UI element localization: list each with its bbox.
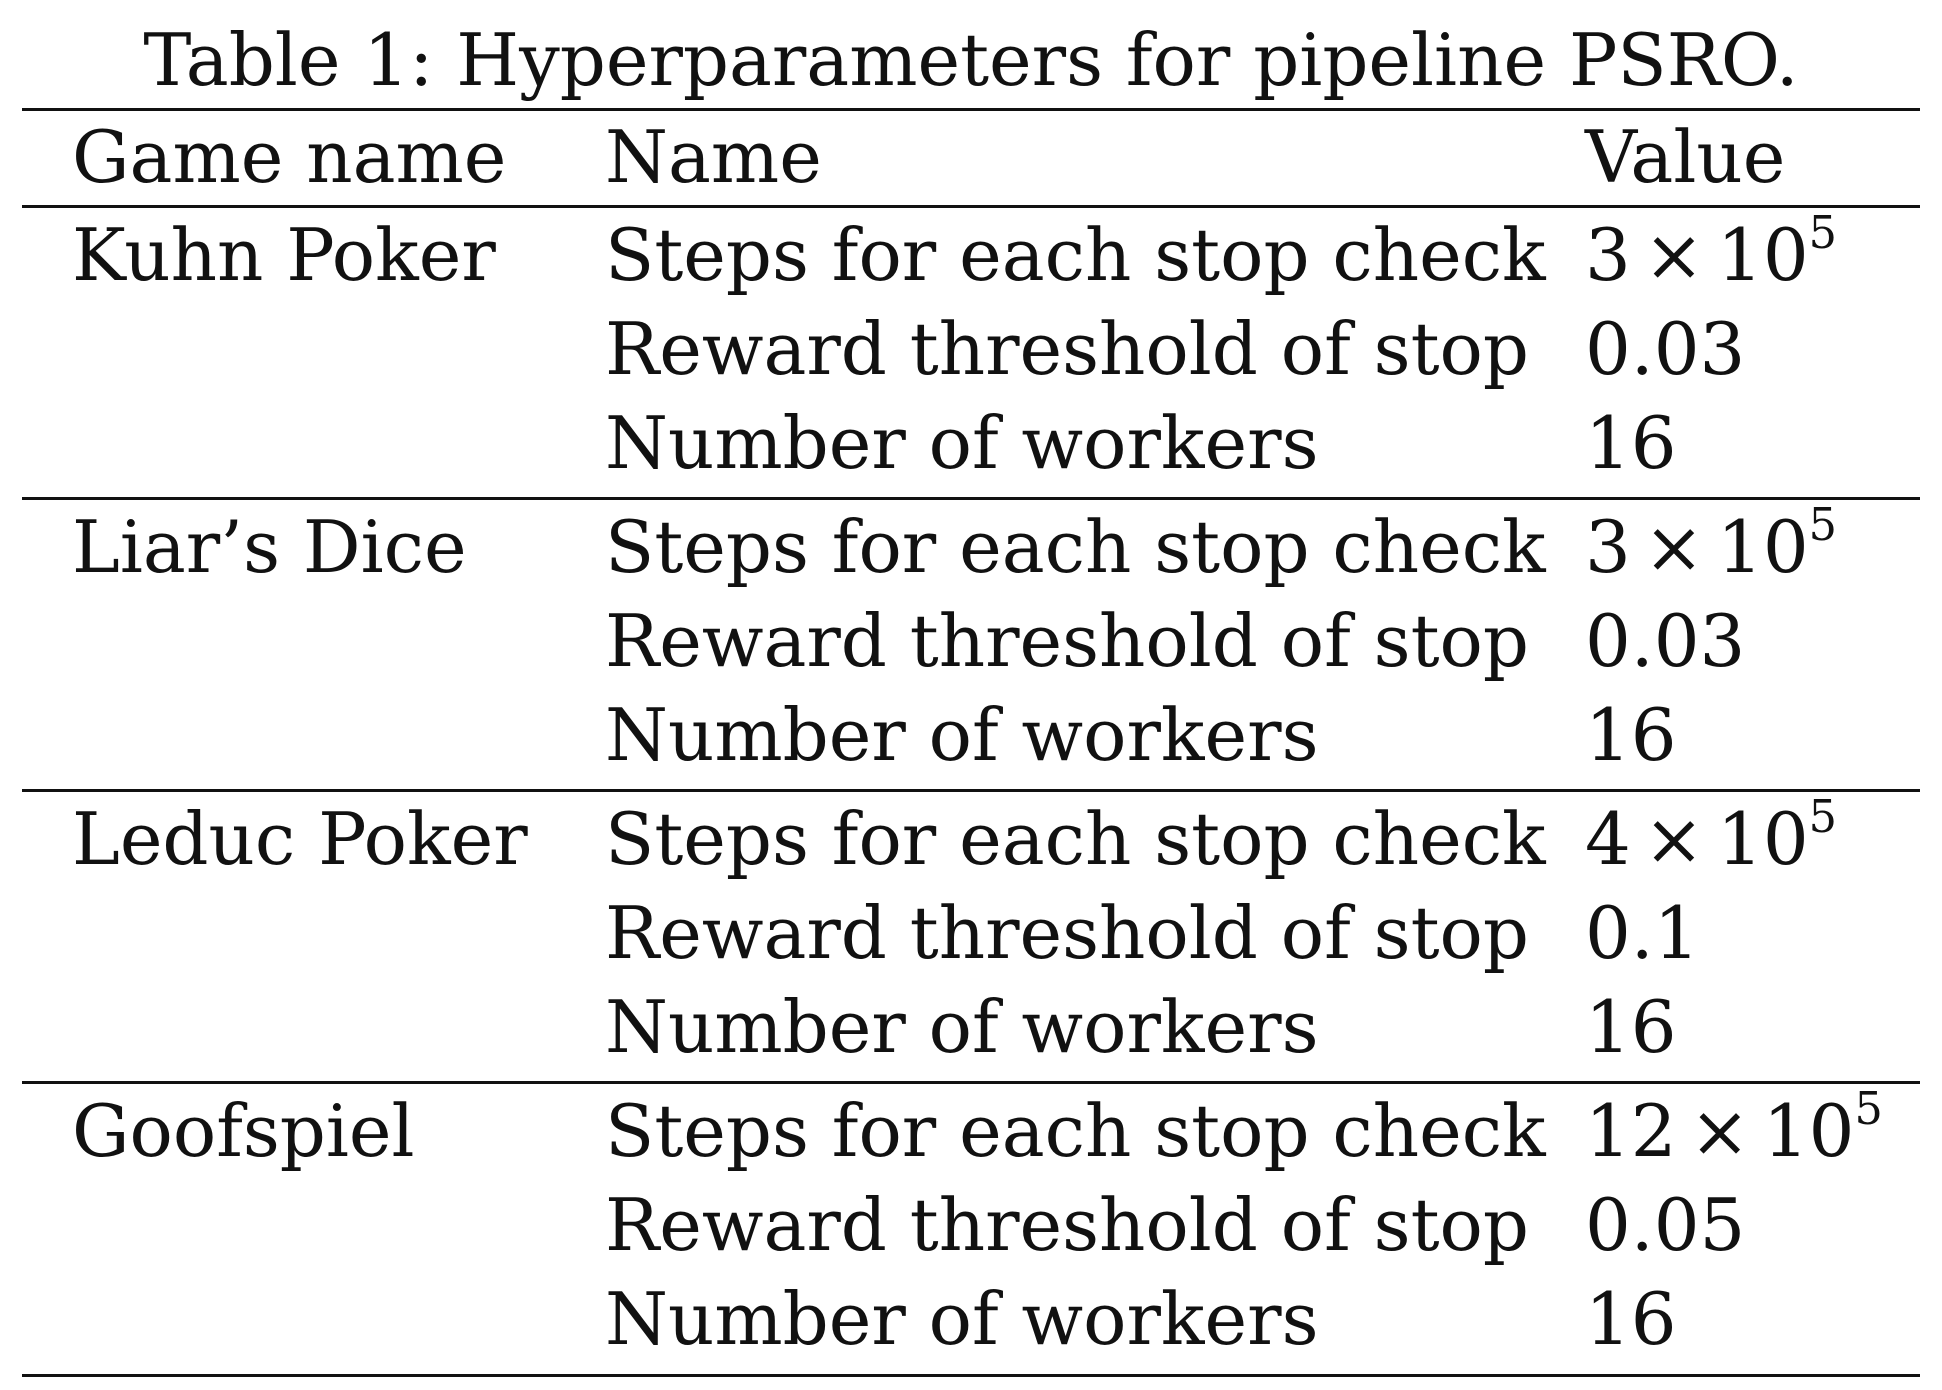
param-name-cell: Reward threshold of stop bbox=[605, 599, 1529, 683]
times-sign: × bbox=[1643, 797, 1705, 881]
param-value-cell: 3 × 105 bbox=[1585, 500, 1837, 594]
param-name-cell: Number of workers bbox=[605, 1277, 1319, 1361]
value-power-base: 10 bbox=[1762, 1089, 1855, 1173]
table-row: Number of workers 16 bbox=[22, 396, 1920, 490]
group-separator-rule bbox=[22, 789, 1920, 792]
table-bottom-rule bbox=[22, 1374, 1920, 1377]
param-value-cell: 12 × 105 bbox=[1585, 1084, 1883, 1178]
table-header-row: Game name Name Value bbox=[22, 110, 1920, 204]
param-value-cell: 4 × 105 bbox=[1585, 792, 1837, 886]
group-separator-rule bbox=[22, 497, 1920, 500]
param-value-cell: 16 bbox=[1585, 1277, 1677, 1361]
param-name-cell: Steps for each stop check bbox=[605, 505, 1546, 589]
table-row: Reward threshold of stop 0.03 bbox=[22, 594, 1920, 688]
value-power-base: 10 bbox=[1717, 797, 1809, 881]
game-name-cell: Liar’s Dice bbox=[72, 505, 467, 589]
table-row: Kuhn Poker Steps for each stop check 3 × 1… bbox=[22, 208, 1920, 302]
value-exponent: 5 bbox=[1808, 790, 1838, 843]
param-name-cell: Number of workers bbox=[605, 401, 1319, 485]
header-value: Value bbox=[1585, 115, 1786, 199]
param-name-cell: Reward threshold of stop bbox=[605, 1183, 1529, 1267]
value-power-base: 10 bbox=[1717, 213, 1809, 297]
value-exponent: 5 bbox=[1854, 1082, 1883, 1135]
table-row: Reward threshold of stop 0.1 bbox=[22, 886, 1920, 980]
header-name: Name bbox=[605, 115, 822, 199]
param-name-cell: Steps for each stop check bbox=[605, 1089, 1546, 1173]
param-value-cell: 0.03 bbox=[1585, 599, 1746, 683]
table-top-rule bbox=[22, 108, 1920, 111]
value-base: 12 bbox=[1585, 1089, 1677, 1173]
game-name-cell: Leduc Poker bbox=[72, 797, 528, 881]
times-sign: × bbox=[1643, 213, 1705, 297]
table-header-rule bbox=[22, 205, 1920, 208]
value-exponent: 5 bbox=[1808, 498, 1838, 551]
header-game-name: Game name bbox=[72, 115, 507, 199]
param-name-cell: Number of workers bbox=[605, 985, 1319, 1069]
table-row: Goofspiel Steps for each stop check 12 × 1… bbox=[22, 1084, 1920, 1178]
param-value-cell: 0.05 bbox=[1585, 1183, 1746, 1267]
table-row: Leduc Poker Steps for each stop check 4 ×… bbox=[22, 792, 1920, 886]
param-value-cell: 16 bbox=[1585, 693, 1677, 777]
value-base: 3 bbox=[1585, 213, 1631, 297]
value-base: 3 bbox=[1585, 505, 1631, 589]
param-value-cell: 16 bbox=[1585, 401, 1677, 485]
param-name-cell: Reward threshold of stop bbox=[605, 307, 1529, 391]
param-name-cell: Steps for each stop check bbox=[605, 213, 1546, 297]
times-sign: × bbox=[1643, 505, 1705, 589]
value-base: 4 bbox=[1585, 797, 1631, 881]
times-sign: × bbox=[1689, 1089, 1750, 1173]
table-row: Number of workers 16 bbox=[22, 980, 1920, 1074]
param-value-cell: 0.1 bbox=[1585, 891, 1700, 975]
param-name-cell: Reward threshold of stop bbox=[605, 891, 1529, 975]
game-name-cell: Goofspiel bbox=[72, 1089, 415, 1173]
param-name-cell: Steps for each stop check bbox=[605, 797, 1546, 881]
param-value-cell: 0.03 bbox=[1585, 307, 1746, 391]
table-caption: Table 1: Hyperparameters for pipeline PS… bbox=[143, 18, 1799, 102]
table-row: Liar’s Dice Steps for each stop check 3 ×… bbox=[22, 500, 1920, 594]
param-value-cell: 3 × 105 bbox=[1585, 208, 1837, 302]
game-name-cell: Kuhn Poker bbox=[72, 213, 496, 297]
table-row: Number of workers 16 bbox=[22, 1272, 1920, 1366]
param-name-cell: Number of workers bbox=[605, 693, 1319, 777]
table-row: Reward threshold of stop 0.03 bbox=[22, 302, 1920, 396]
table-row: Reward threshold of stop 0.05 bbox=[22, 1178, 1920, 1272]
value-exponent: 5 bbox=[1808, 206, 1838, 259]
param-value-cell: 16 bbox=[1585, 985, 1677, 1069]
table-row: Number of workers 16 bbox=[22, 688, 1920, 782]
group-separator-rule bbox=[22, 1081, 1920, 1084]
value-power-base: 10 bbox=[1717, 505, 1809, 589]
